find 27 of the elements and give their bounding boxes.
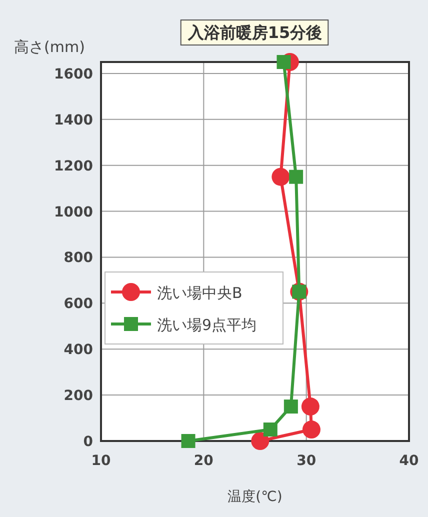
legend-label: 洗い場9点平均 [157, 316, 257, 334]
point [263, 422, 278, 437]
x-tick-label: 10 [91, 453, 111, 469]
point [302, 420, 320, 439]
x-tick-label: 30 [296, 453, 316, 469]
point [289, 170, 304, 184]
y-tick-label: 1000 [54, 204, 94, 220]
y-tick-label: 1400 [54, 112, 94, 128]
y-tick-label: 600 [64, 296, 94, 312]
point [301, 398, 320, 416]
y-axis-title: 高さ(mm) [14, 38, 85, 56]
point [284, 400, 298, 414]
y-tick-label: 1200 [54, 158, 94, 174]
chart-title: 入浴前暖房15分後 [186, 23, 322, 42]
x-axis-title: 温度(℃) [228, 489, 282, 505]
y-tick-label: 0 [83, 434, 94, 450]
point [181, 434, 196, 448]
x-tick-label: 40 [399, 453, 419, 469]
y-tick-label: 200 [64, 388, 94, 404]
y-tick-label: 400 [64, 342, 94, 358]
point [276, 55, 291, 69]
y-tick-label: 1600 [54, 66, 94, 82]
legend-label: 洗い場中央B [157, 284, 242, 302]
y-tick-label: 800 [64, 250, 94, 266]
x-tick-label: 20 [194, 453, 214, 469]
point [272, 168, 290, 186]
point [251, 432, 270, 450]
